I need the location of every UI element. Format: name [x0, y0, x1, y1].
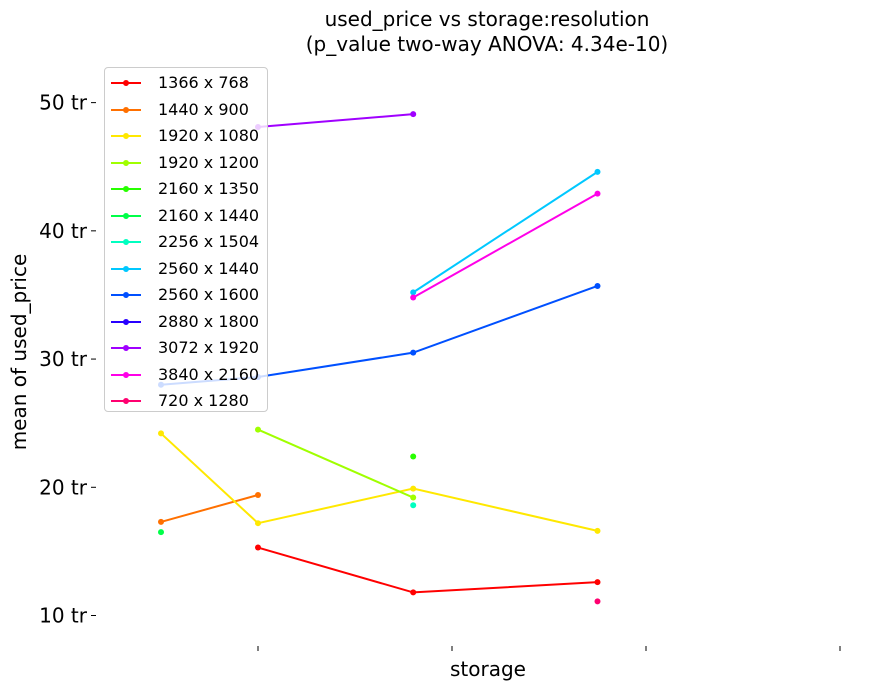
data-point-1-0	[158, 518, 164, 525]
legend-marker	[123, 133, 129, 139]
series-line-7	[412, 171, 599, 294]
y-tick-label-3: 40 tr	[39, 219, 88, 243]
data-point-0-2	[594, 579, 601, 586]
series-line-2	[160, 432, 598, 532]
chart-title: used_price vs storage:resolution	[324, 7, 650, 31]
legend-item: 720 x 1280	[105, 388, 269, 414]
data-point-12-0	[594, 598, 601, 605]
legend-marker	[123, 212, 129, 219]
legend-label: 720 x 1280	[158, 391, 249, 410]
legend-item: 1440 x 900	[105, 97, 269, 123]
series-line-11	[412, 192, 598, 299]
data-point-8-2	[410, 349, 417, 356]
legend-item: 2160 x 1440	[105, 203, 269, 229]
series-line-0	[257, 546, 598, 594]
legend-label: 2256 x 1504	[158, 232, 260, 251]
legend-label: 2560 x 1600	[158, 285, 260, 304]
data-point-6-0	[410, 502, 417, 509]
series-line-1	[160, 494, 259, 523]
data-point-11-0	[410, 294, 417, 301]
legend-item: 1366 x 768	[105, 70, 269, 96]
legend-item: 2880 x 1800	[105, 309, 269, 335]
data-point-0-0	[255, 544, 261, 551]
y-tick-label-4: 50 tr	[39, 91, 88, 115]
data-point-1-1	[255, 491, 261, 498]
data-point-11-1	[594, 190, 601, 197]
data-point-4-0	[410, 453, 417, 460]
legend-item: 1920 x 1200	[105, 150, 269, 176]
data-point-2-0	[158, 430, 164, 437]
y-tick-label-0: 10 tr	[39, 604, 88, 628]
data-point-3-1	[410, 494, 417, 501]
y-tick-label-2: 30 tr	[39, 347, 88, 371]
data-point-2-1	[255, 520, 261, 527]
legend-marker	[123, 318, 129, 325]
data-point-10-1	[410, 111, 417, 118]
legend-item: 2560 x 1440	[105, 256, 269, 282]
data-point-2-2	[410, 485, 417, 492]
data-point-7-0	[410, 289, 417, 296]
legend-marker	[123, 265, 129, 272]
legend-label: 3840 x 2160	[158, 364, 260, 384]
legend-label: 1440 x 900	[158, 99, 249, 119]
legend-label: 1920 x 1080	[158, 126, 260, 145]
legend-marker	[123, 345, 129, 351]
legend-marker	[123, 80, 129, 86]
legend-item: 3072 x 1920	[105, 335, 269, 361]
y-tick-label-1: 20 tr	[39, 475, 88, 499]
data-point-2-3	[594, 527, 601, 534]
x-axis-label: storage	[450, 657, 526, 681]
legend-marker	[123, 159, 129, 166]
legend-label: 3072 x 1920	[158, 338, 260, 357]
legend-label: 2160 x 1440	[158, 205, 260, 225]
legend-marker	[123, 292, 129, 298]
series-line-3	[257, 428, 414, 499]
legend-marker	[123, 186, 129, 192]
legend-label: 2560 x 1440	[158, 258, 260, 278]
legend-marker	[123, 239, 129, 245]
data-point-0-1	[410, 589, 417, 596]
legend-marker	[123, 371, 129, 378]
legend-item: 2256 x 1504	[105, 229, 269, 255]
data-point-8-3	[594, 282, 601, 289]
legend-marker	[123, 398, 129, 404]
legend-item: 2160 x 1350	[105, 176, 269, 202]
data-point-7-1	[594, 168, 601, 175]
chart-subtitle: (p_value two-way ANOVA: 4.34e-10)	[305, 32, 669, 56]
legend-label: 1366 x 768	[158, 73, 249, 92]
legend-item: 2560 x 1600	[105, 282, 269, 308]
legend-label: 2880 x 1800	[158, 311, 260, 331]
data-point-3-0	[255, 426, 261, 433]
y-axis-label: mean of used_price	[7, 254, 31, 451]
legend-item: 3840 x 2160	[105, 362, 269, 388]
legend-label: 1920 x 1200	[158, 152, 260, 172]
legend-label: 2160 x 1350	[158, 179, 260, 198]
data-point-5-0	[158, 529, 164, 536]
chart-legend: 1366 x 768 1440 x 900 1920 x 1080 1920 x 12…	[104, 67, 268, 412]
legend-marker	[123, 106, 129, 113]
series-line-10	[257, 113, 414, 128]
legend-item: 1920 x 1080	[105, 123, 269, 149]
